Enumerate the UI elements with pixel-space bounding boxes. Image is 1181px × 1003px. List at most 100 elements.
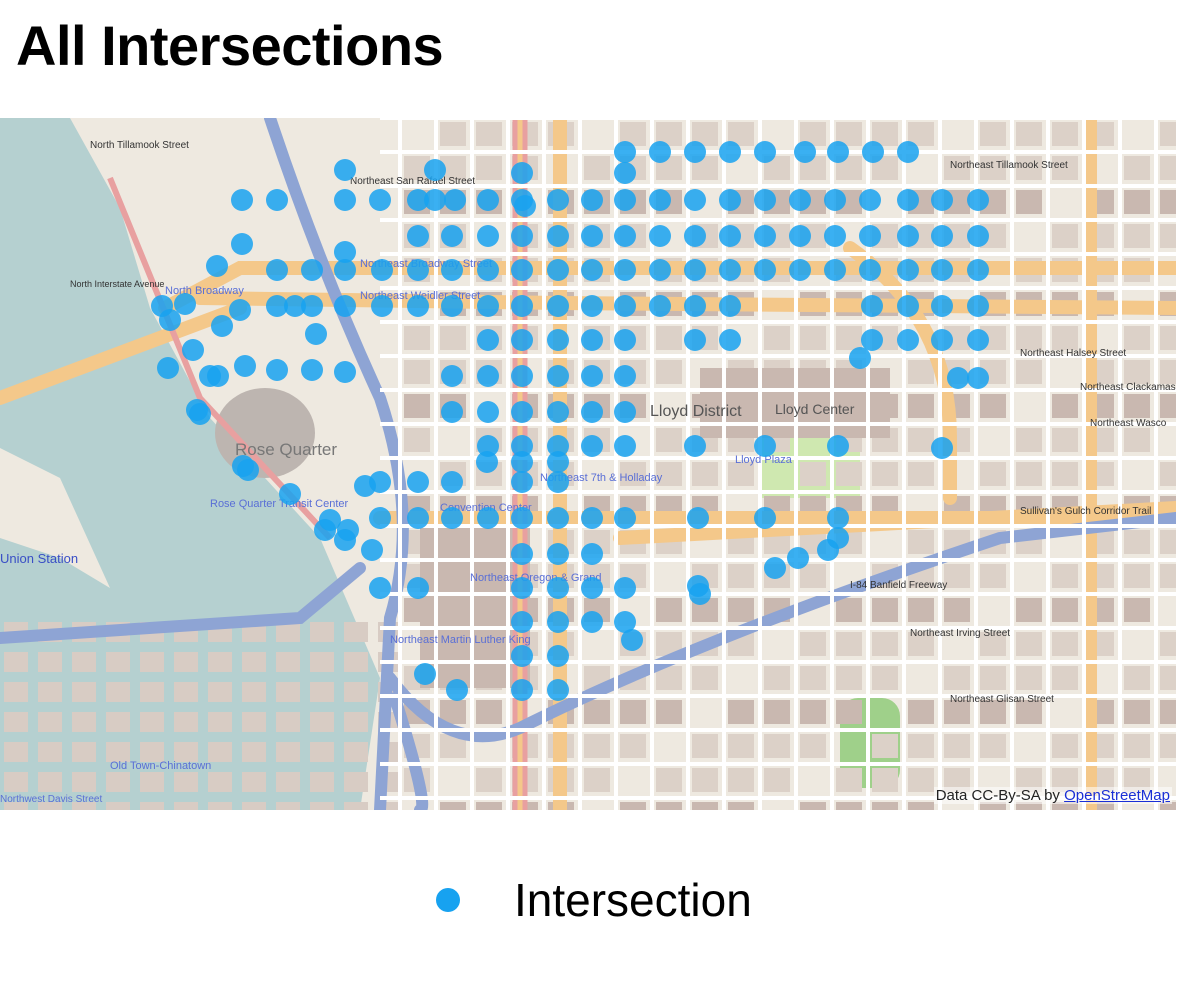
intersection-marker [301, 259, 323, 281]
road [0, 301, 247, 405]
intersection-marker [849, 347, 871, 369]
intersection-marker [614, 162, 636, 184]
map-label: Northeast Glisan Street [950, 694, 1054, 705]
intersection-marker [511, 365, 533, 387]
building-block [1124, 326, 1150, 350]
intersection-marker [581, 189, 603, 211]
intersection-marker [511, 679, 533, 701]
intersection-marker [931, 189, 953, 211]
building-block [242, 772, 266, 792]
building-block [764, 666, 790, 690]
building-block [800, 326, 826, 350]
building-block [800, 734, 826, 758]
intersection-marker [369, 189, 391, 211]
building-block [404, 360, 430, 384]
building-block [908, 394, 934, 418]
intersection-marker [614, 189, 636, 211]
building-block [944, 734, 970, 758]
building-block [344, 742, 368, 762]
building-block [1052, 462, 1078, 486]
intersection-marker [754, 507, 776, 529]
intersection-marker [511, 451, 533, 473]
building-block [174, 682, 198, 702]
building-block [836, 326, 862, 350]
building-block [800, 462, 826, 486]
map-label: Northwest Davis Street [0, 794, 102, 805]
intersection-marker [789, 259, 811, 281]
intersection-marker [861, 329, 883, 351]
building-block [1016, 190, 1042, 214]
building-block [404, 326, 430, 350]
intersection-marker [649, 225, 671, 247]
building-block [38, 652, 62, 672]
map-label: Rose Quarter Transit Center [210, 498, 349, 510]
intersection-marker [754, 189, 776, 211]
map[interactable]: North Tillamook Street Northeast Tillamoo… [0, 118, 1176, 810]
map-label: Union Station [0, 551, 78, 566]
intersection-marker [827, 141, 849, 163]
intersection-marker [684, 329, 706, 351]
intersection-marker [967, 329, 989, 351]
building-block [1016, 462, 1042, 486]
map-label: Old Town-Chinatown [110, 760, 211, 772]
building-block [1160, 360, 1176, 384]
building-block [1160, 802, 1176, 810]
intersection-marker [827, 507, 849, 529]
intersection-marker [511, 471, 533, 493]
building-block [1052, 632, 1078, 656]
intersection-marker [897, 295, 919, 317]
intersection-marker [581, 259, 603, 281]
building-block [656, 326, 682, 350]
building-block [800, 802, 826, 810]
intersection-marker [719, 225, 741, 247]
building-block [1052, 394, 1078, 418]
building-block [1160, 632, 1176, 656]
intersection-marker [719, 259, 741, 281]
intersection-marker [266, 259, 288, 281]
intersection-marker [407, 259, 429, 281]
map-label: I-84 Banfield Freeway [850, 580, 947, 591]
intersection-marker [547, 543, 569, 565]
building-block [106, 772, 130, 792]
intersection-marker [614, 507, 636, 529]
intersection-marker [301, 359, 323, 381]
building-block [1052, 802, 1078, 810]
intersection-marker [477, 435, 499, 457]
building-block [980, 666, 1006, 690]
intersection-marker [477, 329, 499, 351]
building-block [980, 462, 1006, 486]
map-label: Northeast Clackamas [1080, 382, 1176, 393]
intersection-marker [334, 241, 356, 263]
intersection-marker [511, 543, 533, 565]
building-block [404, 394, 430, 418]
intersection-marker [229, 299, 251, 321]
building-block [1052, 564, 1078, 588]
building-block [620, 462, 646, 486]
building-block [728, 700, 754, 724]
building-block [1016, 598, 1042, 622]
building-block [72, 742, 96, 762]
building-block [174, 742, 198, 762]
building-block [106, 712, 130, 732]
building-block [620, 734, 646, 758]
building-block [764, 768, 790, 792]
building-block [1016, 360, 1042, 384]
map-canvas[interactable]: North Tillamook Street Northeast Tillamoo… [0, 118, 1176, 810]
building-block [872, 802, 898, 810]
intersection-marker [361, 539, 383, 561]
building-block [620, 700, 646, 724]
intersection-marker [407, 295, 429, 317]
intersection-marker [407, 577, 429, 599]
legend-label: Intersection [514, 874, 752, 926]
intersection-marker [266, 189, 288, 211]
intersection-marker [369, 471, 391, 493]
intersection-marker [614, 401, 636, 423]
intersection-marker [547, 225, 569, 247]
intersection-marker [931, 329, 953, 351]
intersection-marker [897, 141, 919, 163]
intersection-marker [649, 259, 671, 281]
openstreetmap-link[interactable]: OpenStreetMap [1064, 787, 1170, 804]
intersection-marker [547, 471, 569, 493]
intersection-marker [931, 225, 953, 247]
intersection-marker [581, 435, 603, 457]
